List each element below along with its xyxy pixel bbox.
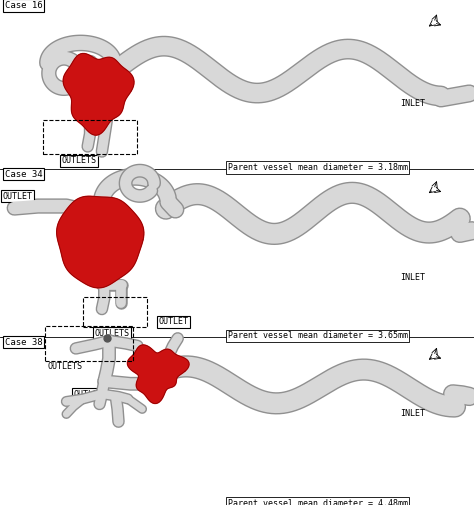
Text: Case 34: Case 34 <box>5 170 42 179</box>
Bar <box>43 120 137 154</box>
Text: INLET: INLET <box>401 99 426 108</box>
Text: Parent vessel mean diameter = 3.65mm: Parent vessel mean diameter = 3.65mm <box>228 331 408 340</box>
Polygon shape <box>128 345 189 403</box>
Text: Parent vessel mean diameter = 4.48mm: Parent vessel mean diameter = 4.48mm <box>228 499 408 505</box>
Polygon shape <box>57 196 144 288</box>
Text: Case 38: Case 38 <box>5 338 42 347</box>
Text: OUTLET: OUTLET <box>159 317 189 326</box>
Text: OUTLET: OUTLET <box>2 192 32 201</box>
Text: OUTLETS: OUTLETS <box>95 329 130 338</box>
Bar <box>83 297 147 327</box>
Text: Parent vessel mean diameter = 3.18mm: Parent vessel mean diameter = 3.18mm <box>228 163 408 172</box>
Bar <box>45 326 133 361</box>
Text: OUTLETS: OUTLETS <box>62 156 97 165</box>
Text: INLET: INLET <box>401 409 426 418</box>
Polygon shape <box>63 54 134 135</box>
Text: INLET: INLET <box>401 273 426 282</box>
Text: OUTLETS: OUTLETS <box>47 362 82 371</box>
Text: Case 16: Case 16 <box>5 1 42 10</box>
Text: OUTLET: OUTLET <box>73 390 103 399</box>
